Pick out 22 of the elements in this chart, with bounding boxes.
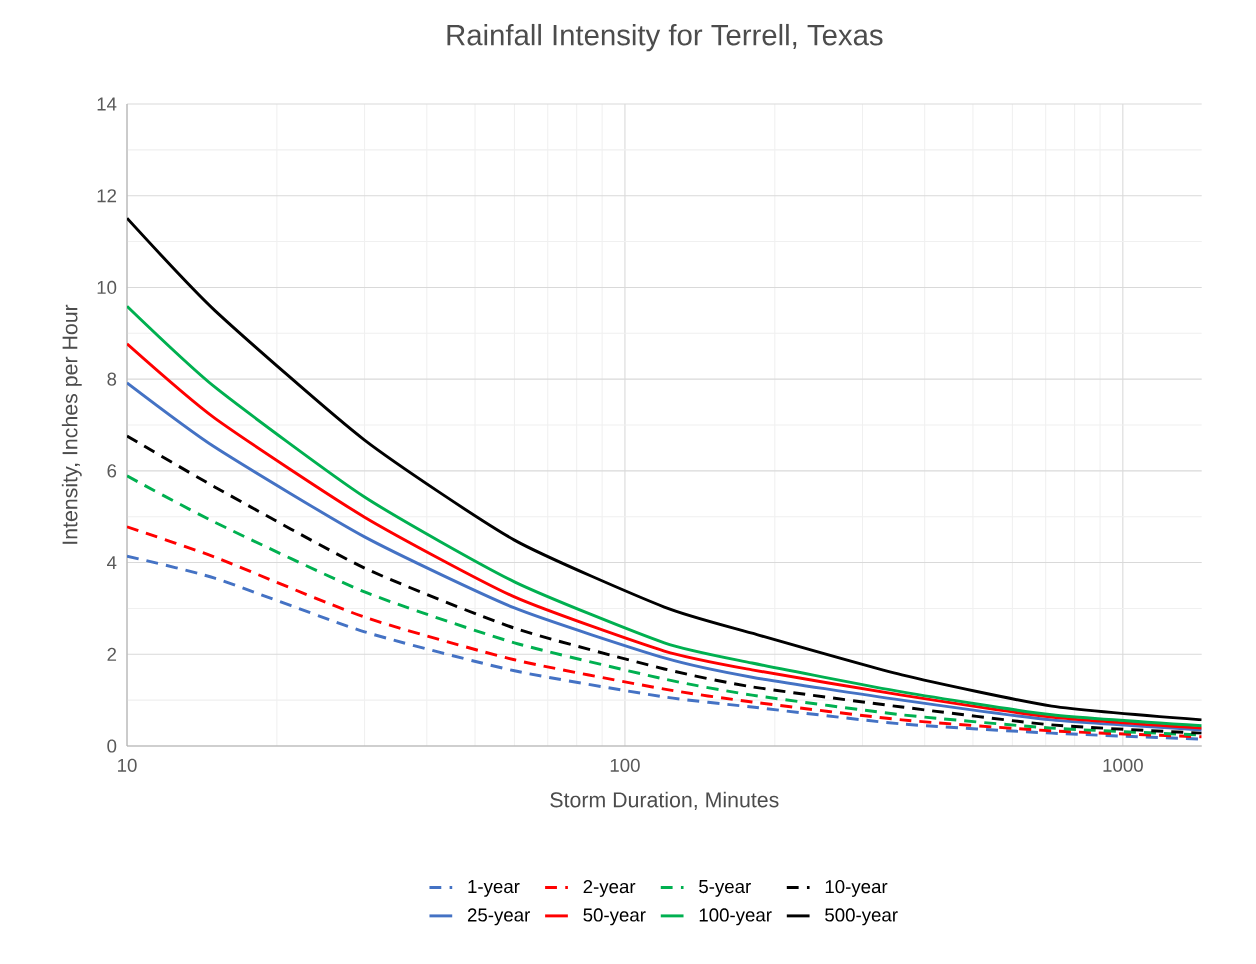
y-axis-title: Intensity, Inches per Hour (61, 304, 82, 544)
x-tick-label: 100 (610, 758, 640, 772)
x-axis-title: Storm Duration, Minutes (550, 791, 779, 810)
legend-label: 500-year (825, 908, 898, 926)
y-tick-label: 12 (97, 189, 117, 203)
y-tick-label: 2 (107, 647, 117, 661)
chart-title: Rainfall Intensity for Terrell, Texas (447, 23, 883, 52)
legend-label: 5-year (699, 880, 751, 897)
legend-label: 1-year (468, 880, 520, 897)
x-tick-label: 1000 (1103, 758, 1143, 772)
x-tick-label: 10 (118, 758, 137, 772)
y-tick-label: 8 (107, 372, 117, 386)
y-tick-label: 10 (97, 280, 117, 295)
legend-label: 25-year (467, 908, 530, 926)
legend-label: 2-year (583, 879, 636, 897)
y-tick-label: 0 (107, 739, 117, 753)
legend-label: 100-year (699, 908, 772, 926)
legend-label: 50-year (583, 908, 646, 926)
y-tick-label: 6 (107, 464, 117, 478)
legend-label: 10-year (825, 879, 888, 897)
y-tick-label: 4 (107, 556, 117, 569)
y-tick-label: 14 (97, 97, 117, 111)
